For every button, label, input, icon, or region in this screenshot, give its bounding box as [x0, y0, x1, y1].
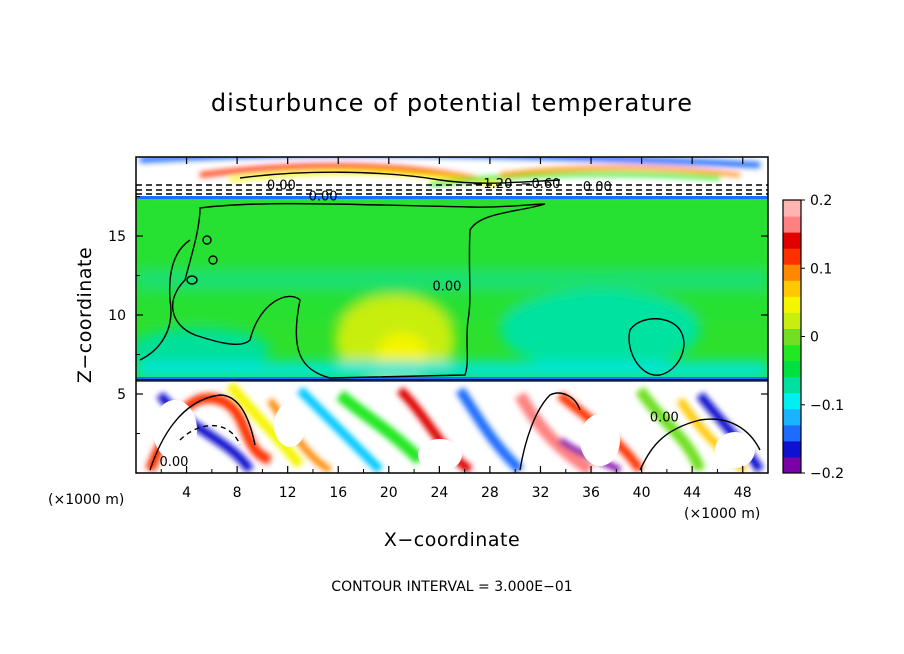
y-axis-label: Z−coordinate: [74, 247, 96, 383]
lower-white-blob-2: [274, 403, 306, 447]
x-axis: 4 8 12 16 20 24 28 32 36 40 44 48: [160, 157, 752, 501]
upper-stroke-red: [199, 163, 481, 183]
contour-label: 0.00: [650, 411, 679, 426]
x-tick-label: 12: [279, 485, 297, 501]
contour-left-cell: [139, 239, 191, 361]
contour-label: −1.20: [473, 177, 513, 192]
y-tick-label: 15: [108, 229, 126, 245]
colorbar-swatch: [783, 216, 801, 233]
contour-small-cell-2: [208, 255, 218, 265]
lower-stroke-yellow: [226, 381, 304, 469]
contour-label: 0.00: [159, 455, 188, 470]
contour-upper-jet: [239, 171, 561, 184]
x-tick-label: 32: [532, 485, 550, 501]
upper-stroke-blue: [139, 157, 761, 168]
x-tick-label: 48: [734, 485, 752, 501]
field-cool-band-bottom: [136, 362, 768, 378]
contour-label-layer: 0.00 0.00 −1.20 −0.60 0.00 0.00 0.00 0.00: [159, 177, 678, 470]
upper-blue-edge: [136, 196, 768, 199]
contour-label: −0.60: [521, 177, 561, 192]
colorbar: 0.2 0.1 0 −0.1 −0.2: [782, 193, 844, 482]
lower-white-blob-1: [153, 400, 197, 460]
field-band-mid: [136, 270, 768, 290]
x-tick-label: 28: [481, 485, 499, 501]
colorbar-swatch: [783, 440, 801, 458]
colorbar-tick-label: 0.2: [810, 193, 832, 209]
x-unit-label-right: (×1000 m): [684, 506, 760, 522]
colorbar-swatch: [783, 376, 801, 394]
field-cool-right: [500, 290, 700, 370]
lower-stroke-green: [336, 390, 425, 465]
chart-title: disturbunce of potential temperature: [211, 89, 693, 117]
contour-small-cell-3: [186, 275, 198, 285]
contour-label: 0.00: [267, 178, 296, 193]
x-tick-label: 24: [430, 485, 448, 501]
x-unit-label-left: (×1000 m): [48, 492, 124, 508]
heatmap-field: 0.00 0.00 −1.20 −0.60 0.00 0.00 0.00 0.00: [136, 157, 768, 473]
x-tick-label: 36: [582, 485, 600, 501]
colorbar-swatch: [783, 232, 801, 249]
lower-white-blob-5: [715, 432, 755, 468]
contour-lower-dashed: [179, 424, 241, 446]
colorbar-swatch: [783, 408, 801, 426]
colorbar-tick-label: −0.1: [810, 398, 844, 414]
lower-stroke-pink: [514, 392, 594, 473]
colorbar-swatch: [783, 280, 801, 297]
contour-label: 0.00: [309, 190, 338, 205]
colorbar-tick-label: 0: [810, 330, 819, 346]
colorbar-tick-label: 0.1: [810, 261, 832, 277]
x-tick-label: 4: [182, 485, 191, 501]
lower-stroke-blue3: [696, 392, 764, 473]
colorbar-swatch: [783, 456, 801, 474]
colorbar-swatch: [783, 392, 801, 410]
contour-lines: [136, 171, 768, 471]
x-tick-label: 40: [633, 485, 651, 501]
contour-label: 0.00: [432, 280, 461, 295]
y-tick-label: 5: [117, 387, 126, 403]
x-axis-label: X−coordinate: [384, 529, 520, 551]
colorbar-swatch: [783, 424, 801, 442]
contour-label: 0.00: [583, 180, 612, 195]
colorbar-swatch: [783, 360, 801, 378]
colorbar-tick-label: −0.2: [810, 466, 844, 482]
colorbar-swatch: [783, 248, 801, 265]
contour-right-cell: [628, 318, 685, 376]
lower-stroke-blue2: [455, 387, 524, 473]
x-tick-label: 44: [683, 485, 701, 501]
x-tick-label: 16: [329, 485, 347, 501]
field-upper-layer: [136, 157, 768, 199]
lower-stroke-red2: [396, 386, 473, 473]
x-tick-label: 8: [233, 485, 242, 501]
y-axis: 5 10 15: [108, 196, 768, 434]
lower-stroke-cyan: [296, 386, 384, 473]
colorbar-swatch: [783, 296, 801, 313]
y-tick-label: 10: [108, 308, 126, 324]
colorbar-swatch: [783, 344, 801, 362]
contour-lower-3: [639, 418, 761, 471]
upper-stroke-orange: [499, 165, 741, 177]
colorbar-swatch: [783, 328, 801, 346]
x-tick-label: 20: [380, 485, 398, 501]
upper-stroke-green: [429, 172, 721, 187]
field-cool-left: [136, 328, 270, 372]
colorbar-swatch: [783, 200, 801, 217]
contour-interval-note: CONTOUR INTERVAL = 3.000E−01: [331, 579, 572, 595]
field-lower-layer: [136, 381, 768, 473]
lower-white-blob-4: [580, 414, 620, 466]
lower-white-blob-3: [418, 439, 462, 471]
contour-lower-1: [149, 394, 256, 471]
lower-stroke-orange: [267, 398, 332, 473]
contour-small-cell-1: [202, 235, 212, 245]
contour-lower-2: [519, 392, 581, 471]
colorbar-swatch: [783, 312, 801, 329]
colorbar-swatch: [783, 264, 801, 281]
contour-upper-main: [172, 202, 546, 379]
field-region-upper: [136, 199, 768, 319]
